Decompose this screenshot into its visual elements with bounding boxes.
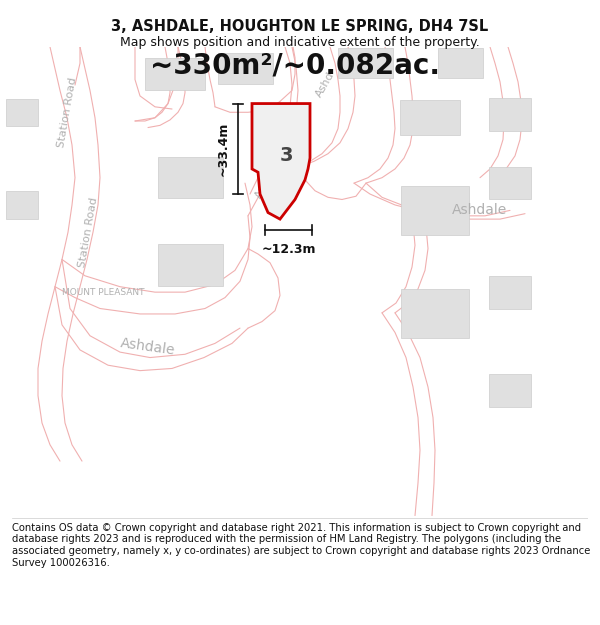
Polygon shape <box>337 48 392 79</box>
Text: Ashdale: Ashdale <box>452 203 508 217</box>
Polygon shape <box>489 98 531 131</box>
Polygon shape <box>145 58 205 91</box>
Text: ~330m²/~0.082ac.: ~330m²/~0.082ac. <box>150 52 440 79</box>
Text: ~12.3m: ~12.3m <box>261 243 316 256</box>
Polygon shape <box>218 53 272 84</box>
Text: Ashdale: Ashdale <box>119 336 176 357</box>
Text: ~33.4m: ~33.4m <box>217 122 230 176</box>
Polygon shape <box>157 157 223 198</box>
Text: Ashd: Ashd <box>314 71 336 99</box>
Polygon shape <box>437 48 482 79</box>
Polygon shape <box>401 186 469 235</box>
Polygon shape <box>489 167 531 199</box>
Text: MOUNT PLEASANT: MOUNT PLEASANT <box>62 288 145 297</box>
Text: Map shows position and indicative extent of the property.: Map shows position and indicative extent… <box>120 36 480 49</box>
Polygon shape <box>489 374 531 407</box>
Polygon shape <box>157 244 223 286</box>
Polygon shape <box>6 99 38 126</box>
Text: Contains OS data © Crown copyright and database right 2021. This information is : Contains OS data © Crown copyright and d… <box>12 523 590 568</box>
Polygon shape <box>252 104 310 219</box>
Text: 3: 3 <box>279 146 293 166</box>
Text: 3, ASHDALE, HOUGHTON LE SPRING, DH4 7SL: 3, ASHDALE, HOUGHTON LE SPRING, DH4 7SL <box>112 19 488 34</box>
Polygon shape <box>400 100 460 135</box>
Text: Ashdale: Ashdale <box>254 156 282 200</box>
Polygon shape <box>489 276 531 309</box>
Polygon shape <box>401 289 469 339</box>
Text: Station Road: Station Road <box>77 196 99 268</box>
Text: Station Road: Station Road <box>56 76 78 148</box>
Polygon shape <box>6 191 38 219</box>
